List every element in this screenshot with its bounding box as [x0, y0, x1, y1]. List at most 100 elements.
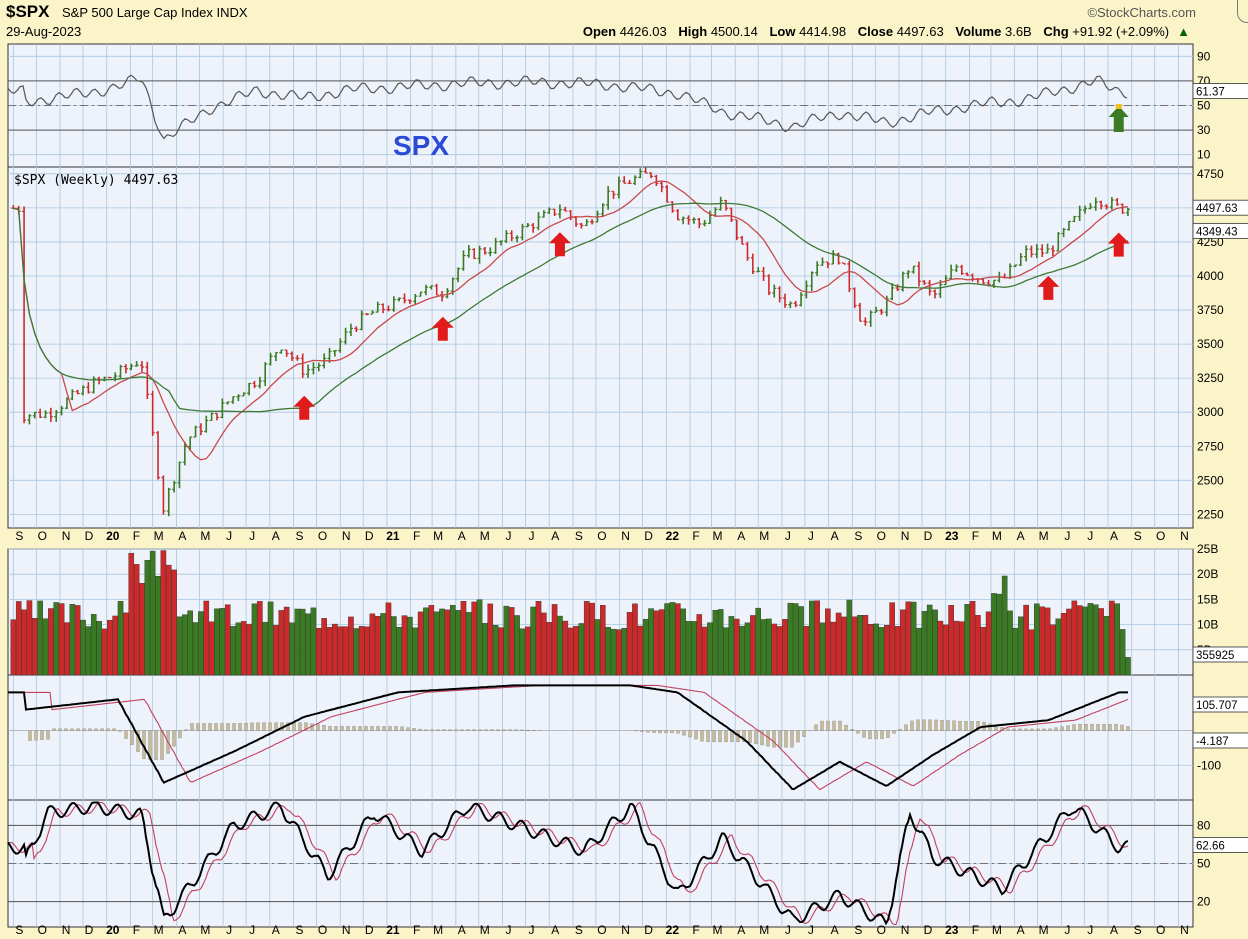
- volume-bar: [605, 627, 611, 676]
- ppo-histogram-bar: [1048, 728, 1052, 731]
- ppo-histogram-bar: [358, 726, 362, 731]
- ppo-histogram-bar: [1012, 728, 1016, 731]
- volume-bar: [728, 616, 735, 676]
- month-label: A: [1110, 529, 1118, 543]
- volume-bar: [498, 627, 504, 676]
- volume-bar: [964, 604, 970, 676]
- volume-bar: [648, 608, 654, 676]
- month-label: A: [1110, 923, 1118, 937]
- ppo-histogram-bar: [718, 730, 722, 743]
- volume-bar: [369, 613, 376, 676]
- volume-bar: [862, 615, 869, 676]
- ppo-histogram-bar: [784, 730, 788, 748]
- volume-bar: [519, 628, 526, 676]
- ppo-histogram-bar: [742, 730, 746, 743]
- month-label: M: [154, 923, 164, 937]
- month-label: M: [480, 923, 490, 937]
- rsi-value-tag: 61.37: [1192, 83, 1248, 99]
- volume-bar: [444, 609, 451, 676]
- volume-bar: [969, 600, 976, 676]
- volume-bar: [165, 564, 172, 676]
- volume-bar: [26, 600, 33, 676]
- volume-bar: [15, 601, 22, 676]
- month-label: F: [692, 529, 699, 543]
- volume-bar: [455, 610, 461, 676]
- ppo-histogram-bar: [106, 728, 110, 731]
- month-label: M: [992, 923, 1002, 937]
- volume-bar: [766, 618, 772, 676]
- volume-bar: [230, 626, 236, 676]
- symbol: $SPX: [6, 2, 50, 21]
- month-label: A: [1017, 529, 1025, 543]
- ppo-histogram-bar: [946, 720, 950, 731]
- volume-bar: [337, 626, 344, 676]
- ppo-histogram-bar: [934, 719, 938, 731]
- month-label: D: [924, 923, 933, 937]
- ppo-histogram-bar: [1066, 725, 1070, 731]
- ppo-histogram-bar: [472, 729, 476, 731]
- price-tick: 2250: [1197, 507, 1224, 521]
- month-label: N: [901, 529, 910, 543]
- volume-bar: [1066, 608, 1072, 676]
- month-label: J: [1064, 529, 1070, 543]
- sto-tick: 50: [1197, 857, 1211, 871]
- volume-bar: [712, 610, 719, 676]
- volume-bar: [642, 618, 649, 676]
- ppo-histogram-bar: [1120, 724, 1124, 731]
- ppo-histogram-bar: [1078, 724, 1082, 731]
- volume-bar: [278, 610, 285, 676]
- volume-bar: [942, 624, 949, 676]
- ppo-histogram-bar: [82, 728, 86, 731]
- volume-bar: [771, 623, 778, 676]
- price-tick: 2500: [1197, 473, 1224, 487]
- volume-bar: [267, 601, 274, 676]
- month-label: S: [15, 529, 23, 543]
- month-label: A: [831, 923, 839, 937]
- volume-bar: [37, 600, 43, 676]
- ppo-histogram-bar: [268, 722, 272, 731]
- ppo-histogram-bar: [436, 729, 440, 731]
- volume-bar: [798, 606, 804, 676]
- volume-bar: [182, 614, 188, 676]
- ppo-histogram-bar: [226, 723, 230, 731]
- price-close-tag-text: 4497.63: [1196, 203, 1238, 215]
- ppo-histogram-bar: [676, 730, 680, 734]
- month-label: 20: [106, 529, 120, 543]
- volume-bar: [401, 615, 408, 676]
- volume-bar: [1119, 629, 1126, 676]
- month-label: F: [413, 923, 420, 937]
- volume-bar: [921, 611, 928, 676]
- volume-bar: [680, 608, 686, 676]
- panel-ppo: [7, 674, 1194, 801]
- volume-bar: [342, 626, 349, 676]
- volume-bar: [58, 603, 65, 676]
- volume-bar: [744, 622, 751, 676]
- month-label: A: [458, 923, 466, 937]
- ppo-histogram-bar: [1102, 724, 1106, 731]
- ppo-histogram-bar: [40, 730, 44, 740]
- volume-bar: [589, 602, 595, 676]
- volume-bar: [176, 616, 183, 676]
- volume-bar: [696, 614, 703, 676]
- volume-bar: [251, 603, 258, 676]
- ppo-histogram-bar: [976, 720, 980, 731]
- volume-bar: [139, 583, 145, 676]
- ppo-histogram-bar: [418, 728, 422, 731]
- volume-bar: [246, 623, 252, 676]
- volume-bar: [524, 626, 531, 676]
- month-label: A: [458, 529, 466, 543]
- stockcharts-logo: ©StockCharts.com: [1087, 5, 1196, 20]
- volume-bar: [926, 604, 933, 676]
- volume-bar: [101, 628, 108, 676]
- ohlc-summary: Open 4426.03 High 4500.14 Low 4414.98 Cl…: [582, 24, 1190, 39]
- ppo-histogram-bar: [1096, 724, 1100, 731]
- ppo-histogram-bar: [70, 728, 74, 731]
- ppo-histogram-bar: [928, 719, 932, 731]
- volume-bar: [64, 622, 70, 676]
- volume-bar: [975, 615, 981, 676]
- ppo-histogram-bar: [406, 727, 410, 731]
- month-label: O: [318, 923, 327, 937]
- volume-bar: [283, 606, 290, 676]
- rsi-tick: 50: [1197, 99, 1211, 113]
- ppo-histogram-bar: [124, 730, 128, 739]
